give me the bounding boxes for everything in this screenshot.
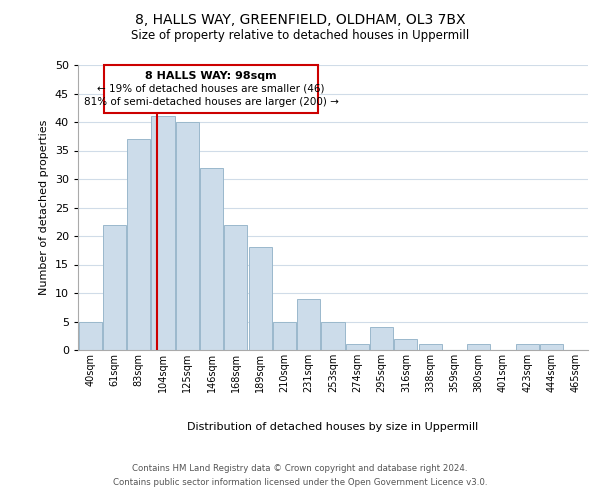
Bar [273,322,296,350]
Text: 8 HALLS WAY: 98sqm: 8 HALLS WAY: 98sqm [145,70,277,81]
Text: 81% of semi-detached houses are larger (200) →: 81% of semi-detached houses are larger (… [83,97,338,107]
Bar [346,344,369,350]
Bar [322,322,344,350]
Bar [297,298,320,350]
Bar [127,139,150,350]
Bar [200,168,223,350]
Bar [103,224,126,350]
Text: Distribution of detached houses by size in Uppermill: Distribution of detached houses by size … [187,422,479,432]
FancyBboxPatch shape [104,65,319,114]
Bar [176,122,199,350]
Bar [467,344,490,350]
Text: 8, HALLS WAY, GREENFIELD, OLDHAM, OL3 7BX: 8, HALLS WAY, GREENFIELD, OLDHAM, OL3 7B… [135,12,465,26]
Bar [224,224,247,350]
Bar [79,322,101,350]
Bar [394,338,418,350]
Text: ← 19% of detached houses are smaller (46): ← 19% of detached houses are smaller (46… [97,84,325,94]
Text: Contains HM Land Registry data © Crown copyright and database right 2024.: Contains HM Land Registry data © Crown c… [132,464,468,473]
Bar [248,248,272,350]
Bar [419,344,442,350]
Bar [516,344,539,350]
Bar [370,327,393,350]
Y-axis label: Number of detached properties: Number of detached properties [39,120,49,295]
Text: Size of property relative to detached houses in Uppermill: Size of property relative to detached ho… [131,29,469,42]
Text: Contains public sector information licensed under the Open Government Licence v3: Contains public sector information licen… [113,478,487,487]
Bar [540,344,563,350]
Bar [151,116,175,350]
